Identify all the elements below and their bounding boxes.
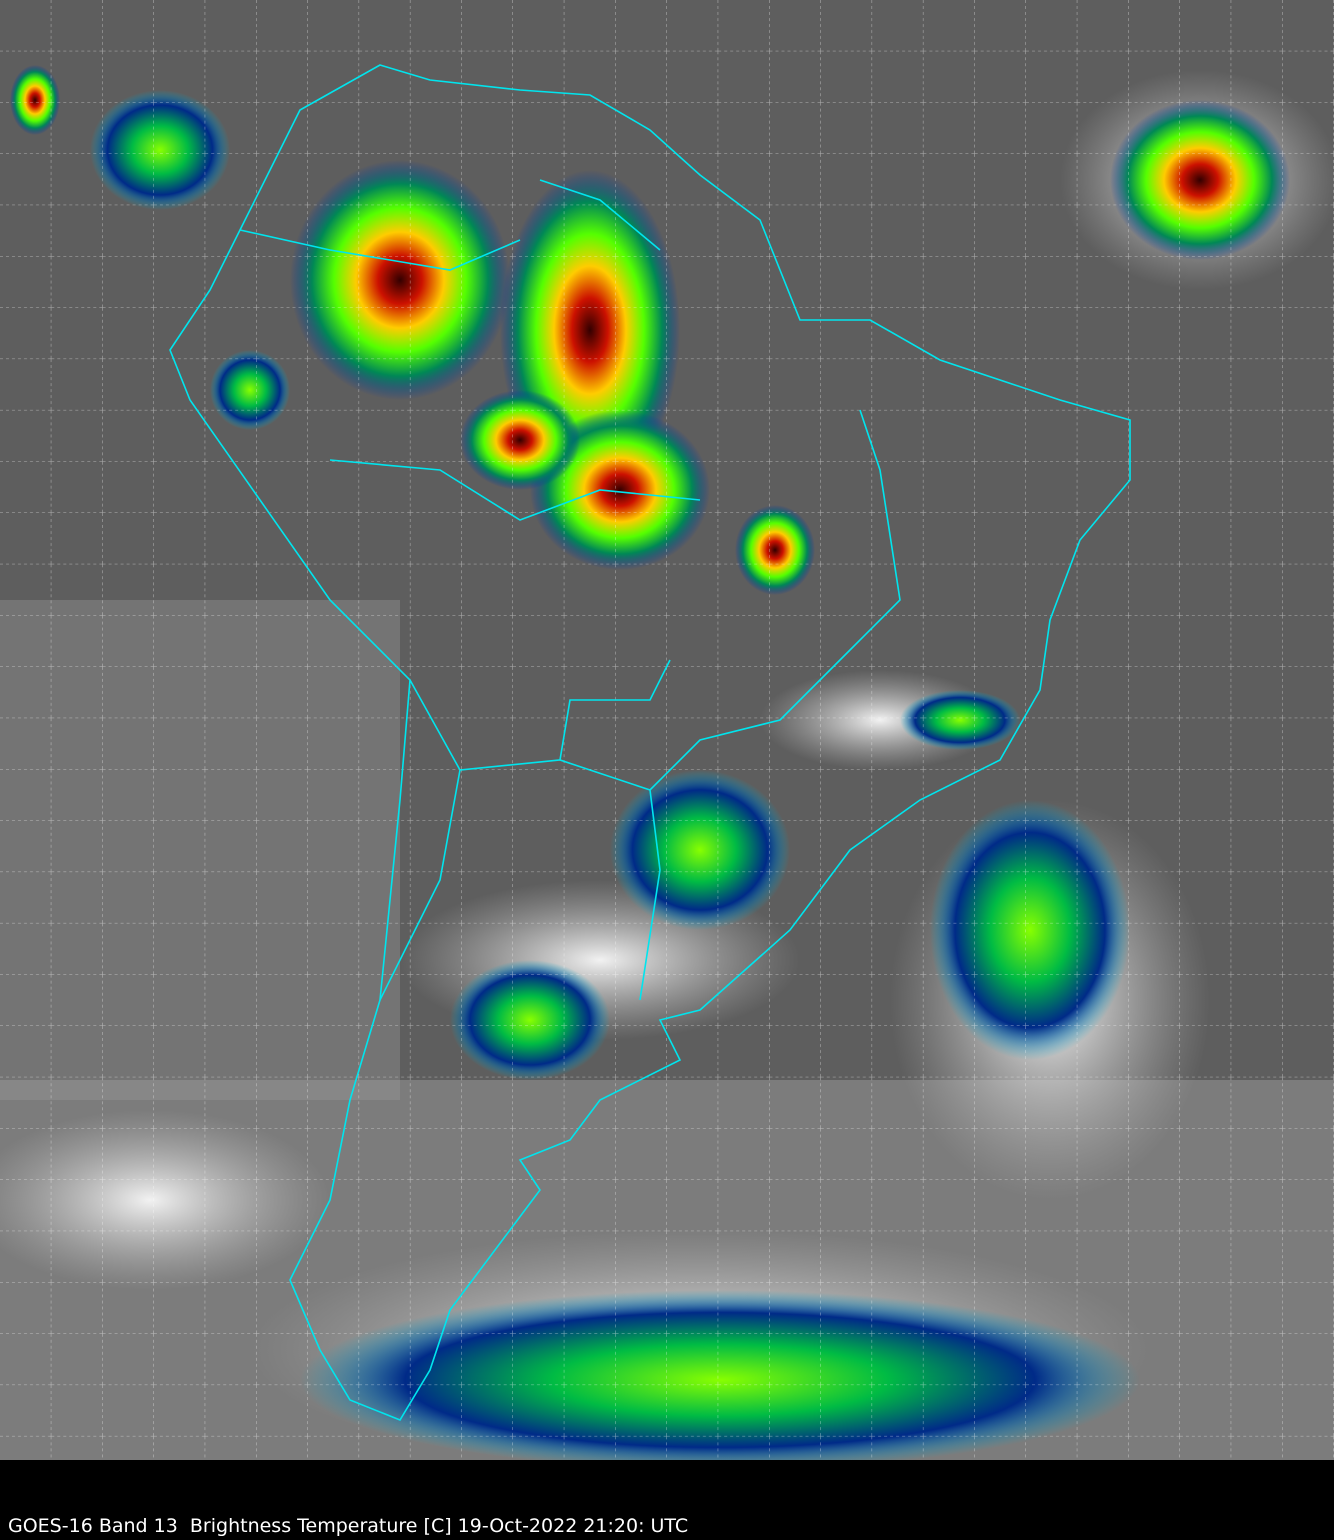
south-america-coastline — [169, 64, 1131, 1421]
internal-borders — [239, 179, 901, 1001]
satellite-map — [0, 0, 1334, 1460]
lat-lon-grid — [0, 0, 1334, 1460]
country-borders — [169, 64, 1131, 1421]
image-caption: GOES-16 Band 13 Brightness Temperature [… — [8, 1515, 689, 1537]
